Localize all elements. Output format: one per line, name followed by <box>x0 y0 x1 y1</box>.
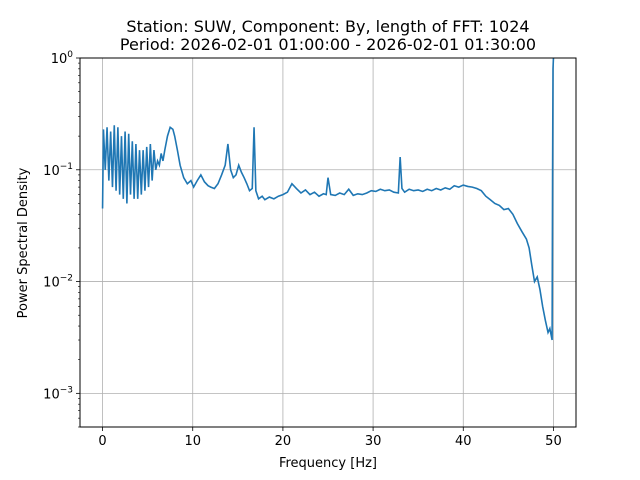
y-tick-label: 10−3 <box>43 385 73 402</box>
plot-frame <box>79 57 577 428</box>
x-tick-label: 30 <box>365 434 382 449</box>
x-axis: 0 10 20 30 40 50 <box>98 427 562 449</box>
y-axis: 10−3 10−2 10−1 100 <box>43 50 80 428</box>
y-axis-label: Power Spectral Density <box>16 167 31 318</box>
y-tick-label: 10−2 <box>43 274 73 291</box>
x-tick-label: 10 <box>184 434 201 449</box>
x-tick-label: 0 <box>98 434 106 449</box>
chart-title-line2: Period: 2026-02-01 01:00:00 - 2026-02-01… <box>120 35 536 54</box>
x-tick-label: 50 <box>545 434 562 449</box>
psd-series-line <box>101 58 555 341</box>
chart-title-line1: Station: SUW, Component: By, length of F… <box>126 17 529 36</box>
x-tick-label: 20 <box>275 434 292 449</box>
x-tick-label: 40 <box>455 434 472 449</box>
y-tick-label: 100 <box>51 50 74 67</box>
y-tick-label: 10−1 <box>43 162 73 179</box>
x-axis-label: Frequency [Hz] <box>279 456 377 471</box>
grid <box>80 57 576 427</box>
